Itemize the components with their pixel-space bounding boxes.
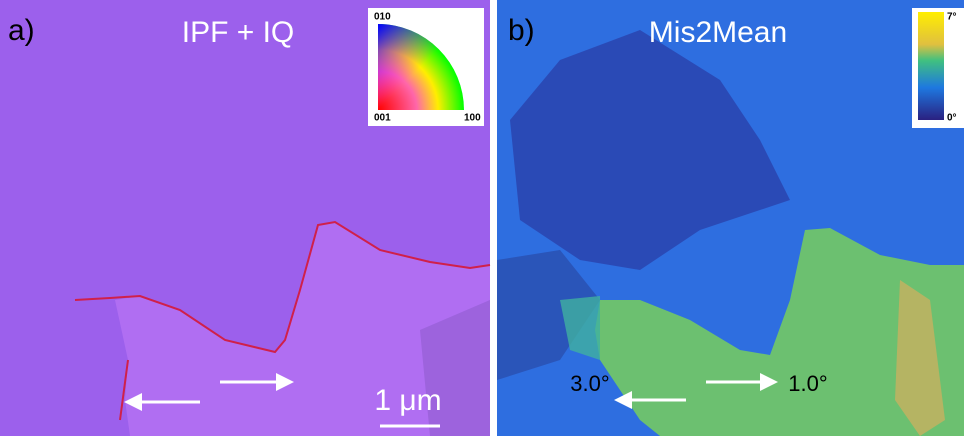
grain-boundary (119, 359, 129, 421)
shade (420, 300, 490, 436)
scale-bar-label: 1 μm (374, 384, 441, 417)
legend-label: 001 (374, 113, 391, 124)
panel-a: a) IPF + IQ 010 001 100 1 μm (0, 0, 491, 436)
low-region (497, 250, 600, 380)
arrows (124, 373, 294, 411)
high-region (895, 280, 945, 436)
ipf-legend-overlay (378, 24, 464, 110)
arrows (614, 373, 778, 409)
legend-label: 100 (464, 113, 481, 124)
grain-boundary (74, 220, 491, 354)
panel-title: IPF + IQ (182, 16, 295, 49)
colorbar-max: 7° (947, 12, 957, 23)
grain (595, 228, 964, 436)
colorbar (918, 12, 944, 120)
low-region (510, 30, 790, 270)
annotation: 1.0° (788, 371, 827, 396)
panel-title: Mis2Mean (649, 16, 787, 49)
annotation: 3.0° (570, 371, 609, 396)
colorbar-min: 0° (947, 113, 957, 124)
panel-label: b) (508, 14, 535, 47)
panel-label: a) (8, 14, 35, 47)
mid-region (560, 296, 600, 360)
grain (115, 222, 490, 436)
legend-label: 010 (374, 12, 391, 23)
panel-b: b) Mis2Mean 7° 0° 3.0° 1.0° (497, 0, 964, 436)
